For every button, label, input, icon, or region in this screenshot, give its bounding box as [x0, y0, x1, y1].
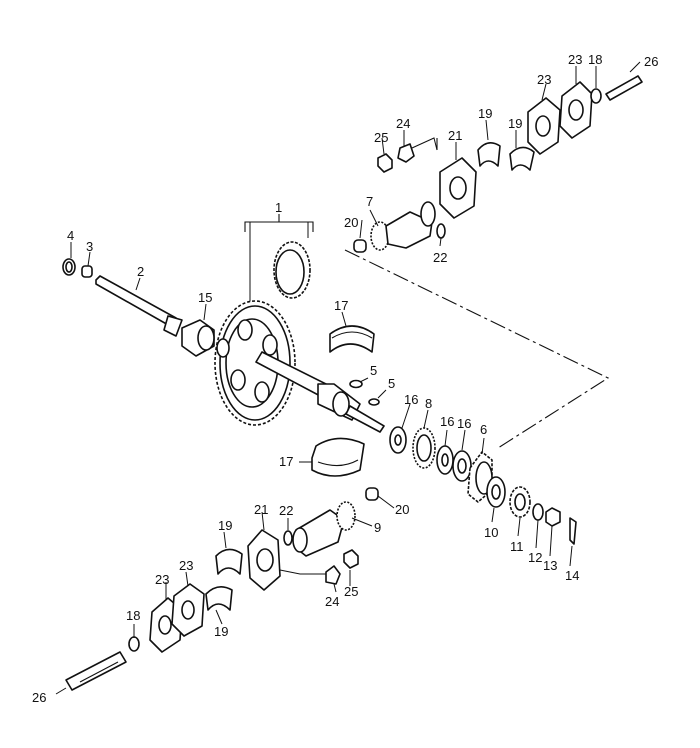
label-23c: 23	[155, 572, 169, 587]
part-16-washer-b	[436, 445, 454, 475]
part-16-washer-a	[389, 426, 407, 454]
label-13: 13	[543, 558, 557, 573]
label-26a: 26	[644, 54, 658, 69]
label-3: 3	[86, 239, 93, 254]
part-17-lower-shell	[311, 437, 365, 477]
part-1-bracket	[244, 214, 314, 232]
part-21-flange-lower	[247, 529, 281, 591]
label-4: 4	[67, 228, 74, 243]
label-22a: 22	[433, 250, 447, 265]
label-14: 14	[565, 568, 579, 583]
part-21-flange-upper	[439, 157, 477, 219]
part-1-small-gear	[273, 241, 311, 299]
part-26-shaft-lower	[65, 651, 127, 691]
part-24-plate-lower	[325, 565, 341, 585]
part-8-gear	[412, 427, 436, 469]
part-23-gasket-b	[559, 81, 593, 139]
label-19b: 19	[508, 116, 522, 131]
label-24b: 24	[325, 594, 339, 609]
part-19-shell-c	[215, 548, 243, 575]
part-13-nut	[545, 507, 561, 527]
label-16a: 16	[404, 392, 418, 407]
part-24-plate-upper	[397, 143, 415, 163]
label-17a: 17	[334, 298, 348, 313]
label-17b: 17	[279, 454, 293, 469]
part-19-shell-b	[509, 146, 535, 171]
part-19-shell-a	[477, 142, 501, 167]
differential-shaft	[255, 351, 385, 433]
part-17-upper-shell	[329, 325, 375, 353]
assembly-centerline	[344, 138, 610, 449]
label-19a: 19	[478, 106, 492, 121]
part-18-ring-upper	[590, 88, 602, 104]
label-23b: 23	[568, 52, 582, 67]
label-19c: 19	[218, 518, 232, 533]
label-7: 7	[366, 194, 373, 209]
label-2: 2	[137, 264, 144, 279]
label-20a: 20	[344, 215, 358, 230]
label-1: 1	[275, 200, 282, 215]
part-5-key-b	[368, 398, 380, 406]
part-22-key-lower	[283, 530, 293, 546]
part-23-gasket-a	[527, 97, 561, 155]
label-16b: 16	[440, 414, 454, 429]
part-5-key-a	[349, 379, 363, 389]
label-25b: 25	[344, 584, 358, 599]
part-25-nut-lower	[343, 549, 359, 569]
part-25-nut-upper	[377, 153, 393, 173]
label-25a: 25	[374, 130, 388, 145]
label-6: 6	[480, 422, 487, 437]
label-23d: 23	[179, 558, 193, 573]
label-15: 15	[198, 290, 212, 305]
part-26-shaft-upper	[605, 75, 643, 101]
label-23a: 23	[537, 72, 551, 87]
part-15-bush	[181, 319, 215, 357]
part-19-shell-d	[205, 586, 233, 611]
label-18b: 18	[126, 608, 140, 623]
part-18-ring-lower	[128, 636, 140, 652]
part-11-pinion	[509, 486, 531, 518]
label-5b: 5	[388, 376, 395, 391]
label-10: 10	[484, 525, 498, 540]
part-23-gasket-d	[171, 583, 205, 637]
label-8: 8	[425, 396, 432, 411]
label-26b: 26	[32, 690, 46, 705]
label-16c: 16	[457, 416, 471, 431]
label-21a: 21	[448, 128, 462, 143]
part-20-pin-upper	[353, 239, 367, 253]
part-9-pinion-shaft	[292, 501, 356, 557]
part-12-washer	[532, 503, 544, 521]
label-19d: 19	[214, 624, 228, 639]
part-22-key-upper	[436, 223, 446, 239]
part-3-bush	[81, 265, 93, 278]
label-9: 9	[374, 520, 381, 535]
label-24a: 24	[396, 116, 410, 131]
part-14-cotter-pin	[569, 517, 577, 545]
part-2-shaft	[95, 275, 183, 337]
label-5a: 5	[370, 363, 377, 378]
label-11: 11	[510, 539, 524, 554]
label-18a: 18	[588, 52, 602, 67]
part-20-pin-lower	[365, 487, 379, 501]
part-10-washer	[486, 476, 506, 508]
part-4-circlip	[62, 258, 76, 276]
label-21b: 21	[254, 502, 268, 517]
part-16-washer-c	[452, 450, 472, 482]
part-7-pinion-shaft	[370, 201, 436, 251]
label-12: 12	[528, 550, 542, 565]
label-20b: 20	[395, 502, 409, 517]
label-22b: 22	[279, 503, 293, 518]
